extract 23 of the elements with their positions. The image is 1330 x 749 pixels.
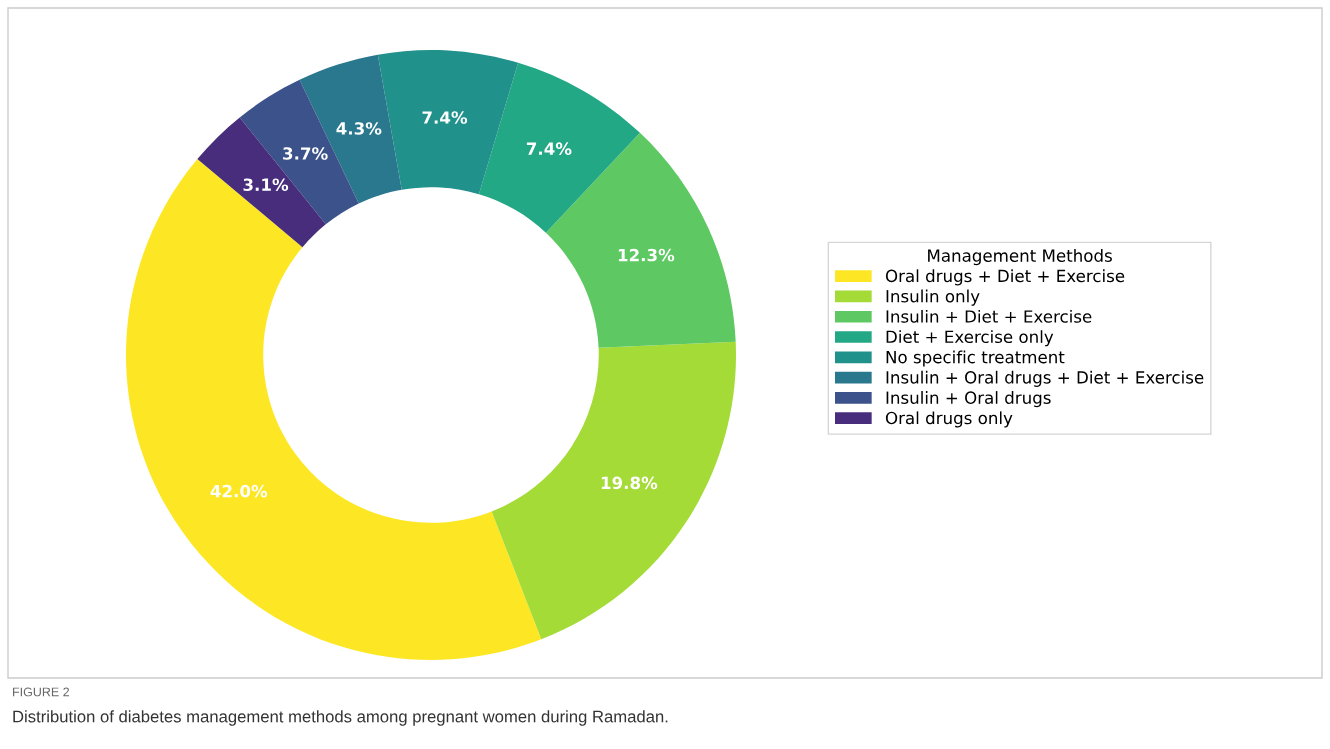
legend-label: Insulin only <box>886 289 980 306</box>
text: Distribution of diabetes management methods among pregnant women during Ramadan. <box>13 710 668 726</box>
legend-label: Oral drugs only <box>885 411 1013 428</box>
legend-label: Insulin + Oral drugs <box>886 391 1051 408</box>
data-label: 19.8% <box>601 476 658 490</box>
donut-slice <box>197 117 326 248</box>
legend-title: Management Methods <box>928 249 1112 266</box>
data-label: 4.3% <box>336 122 382 135</box>
legend-label: No specific treatment <box>886 350 1065 367</box>
donut-slice <box>126 158 542 660</box>
donut-slice <box>491 341 736 640</box>
data-label: 7.4% <box>422 111 468 124</box>
legend-label: Oral drugs + Diet + Exercise <box>885 269 1125 286</box>
legend-label: Insulin + Diet + Exercise <box>886 309 1092 323</box>
legend-label: Diet + Exercise only <box>886 330 1054 347</box>
legend-label: Insulin + Oral drugs + Diet + Exercise <box>886 370 1204 387</box>
data-label: 7.4% <box>526 142 572 155</box>
data-label: 12.3% <box>618 248 675 262</box>
caption: FIGURE 2 <box>13 687 70 697</box>
data-label: 3.7% <box>283 147 328 160</box>
data-label: 3.1% <box>243 178 289 192</box>
donut-slice <box>478 62 640 233</box>
data-label: 42.0% <box>210 484 268 498</box>
